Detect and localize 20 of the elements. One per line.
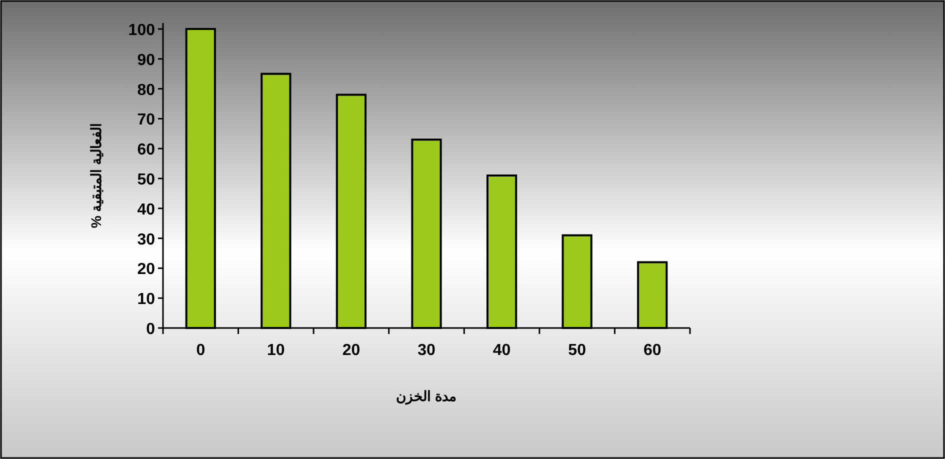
y-tick-label: 20 xyxy=(137,261,156,278)
y-tick-label: 100 xyxy=(128,22,156,39)
y-tick-label: 10 xyxy=(137,291,156,308)
y-tick-label: 60 xyxy=(137,142,156,159)
y-tick-label: 50 xyxy=(137,171,156,188)
x-tick-label: 30 xyxy=(418,342,436,359)
x-tick-label: 10 xyxy=(267,342,285,359)
y-tick-label: 80 xyxy=(137,82,156,99)
x-tick-label: 40 xyxy=(492,342,511,359)
y-tick-label: 90 xyxy=(137,52,156,69)
y-tick-label: 40 xyxy=(137,201,156,218)
y-tick-label: 0 xyxy=(146,321,156,338)
x-tick-label: 50 xyxy=(568,342,586,359)
x-tick-label: 0 xyxy=(196,342,206,359)
x-tick-label: 20 xyxy=(342,342,360,359)
x-axis-title: مدة الخزن xyxy=(396,388,457,405)
y-axis-title: الفعالية المتبقية % xyxy=(88,122,104,228)
y-tick-label: 30 xyxy=(137,231,156,248)
x-tick-label: 60 xyxy=(643,342,662,359)
y-tick-label: 70 xyxy=(137,112,156,129)
